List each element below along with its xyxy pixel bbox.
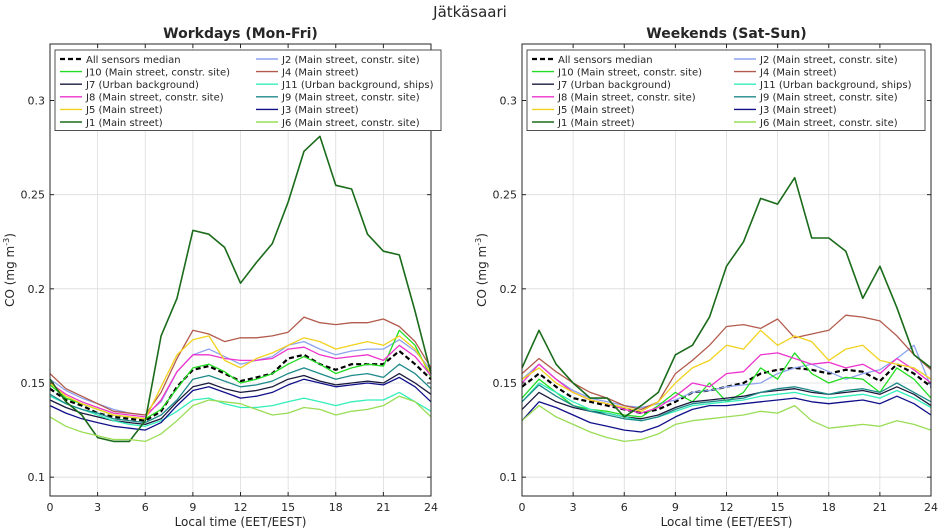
- workdays-ytick-label-2: 0.2: [28, 283, 46, 296]
- weekends-legend-label-7: J9 (Main street, constr. site): [759, 93, 898, 104]
- workdays-legend-label-3: J4 (Main street): [281, 67, 359, 78]
- workdays-legend-label-9: J3 (Main street): [281, 105, 359, 116]
- workdays-chart-panel: 0 3 6 9 12 15 18 21 24 0.1 0.15 0.2 0.25 0.3 Workdays …: [2, 26, 442, 529]
- workdays-legend-label-10: J1 (Main street): [85, 118, 163, 129]
- workdays-legend-label-0: All sensors median: [86, 55, 181, 66]
- weekends-xtick-label-3: 3: [570, 501, 577, 514]
- weekends-legend-label-6: J8 (Main street, constr. site): [557, 93, 696, 104]
- weekends-series-line-9: [521, 395, 932, 433]
- workdays-legend-label-6: J8 (Main street, constr. site): [85, 93, 224, 104]
- workdays-ytick-label-0: 0.1: [28, 471, 46, 484]
- workdays-ytick-label-1: 0.15: [21, 377, 46, 390]
- weekends-series-line-10: [521, 176, 932, 418]
- workdays-y-axis-label: CO (mg m-3): [2, 233, 17, 307]
- weekends-legend-label-11: J6 (Main street, constr. site): [759, 118, 898, 129]
- workdays-series-line-3: [49, 316, 432, 416]
- weekends-legend-label-8: J5 (Main street): [557, 105, 635, 116]
- workdays-legend-label-4: J7 (Urban background): [85, 80, 199, 91]
- weekends-ytick-label-0: 0.1: [500, 471, 518, 484]
- weekends-xtick-label-24: 24: [924, 501, 938, 514]
- weekends-series-line-5: [521, 382, 932, 422]
- weekends-ytick-label-3: 0.25: [493, 189, 518, 202]
- workdays-y-axis-label-close: ): [3, 233, 17, 238]
- workdays-xtick-label-3: 3: [94, 501, 101, 514]
- figure-title: Jätkäsaari: [432, 3, 507, 21]
- weekends-y-axis-label-close: ): [475, 233, 489, 238]
- weekends-legend-label-0: All sensors median: [558, 55, 653, 66]
- weekends-y-axis-label-sup: -3: [474, 238, 483, 246]
- workdays-series-line-8: [49, 335, 432, 420]
- workdays-xtick-label-21: 21: [376, 501, 390, 514]
- weekends-xtick-label-21: 21: [873, 501, 887, 514]
- weekends-legend-label-9: J3 (Main street): [759, 105, 837, 116]
- workdays-series-line-9: [49, 376, 432, 431]
- workdays-legend-box: [54, 49, 442, 131]
- workdays-ytick-label-3: 0.25: [21, 189, 46, 202]
- weekends-xtick-label-6: 6: [621, 501, 628, 514]
- weekends-legend-label-3: J4 (Main street): [759, 67, 837, 78]
- workdays-series-line-7: [49, 363, 432, 424]
- workdays-ytick-label-4: 0.3: [28, 95, 46, 108]
- weekends-ytick-label-4: 0.3: [500, 95, 518, 108]
- weekends-legend-label-1: J2 (Main street, constr. site): [759, 55, 898, 66]
- weekends-x-axis-label: Local time (EET/EEST): [661, 515, 793, 529]
- weekends-xtick-label-18: 18: [822, 501, 836, 514]
- workdays-y-axis-label-main: CO (mg m: [3, 246, 17, 307]
- workdays-xtick-label-15: 15: [281, 501, 295, 514]
- weekends-legend-label-2: J10 (Main street, constr. site): [557, 67, 702, 78]
- weekends-series-line-11: [521, 404, 932, 443]
- weekends-series-line-0: [521, 363, 932, 415]
- workdays-chart-title: Workdays (Mon-Fri): [163, 26, 318, 42]
- weekends-chart-panel: 0 3 6 9 12 15 18 21 24 0.1 0.15 0.2 0.25 0.3 Weekends …: [474, 26, 938, 529]
- workdays-legend-label-7: J9 (Main street, constr. site): [281, 93, 420, 104]
- workdays-series-line-6: [49, 344, 432, 418]
- workdays-y-axis-label-sup: -3: [2, 238, 11, 246]
- workdays-xtick-label-6: 6: [142, 501, 149, 514]
- workdays-series-line-10: [49, 135, 432, 443]
- workdays-x-axis-label: Local time (EET/EEST): [175, 515, 307, 529]
- workdays-xtick-label-0: 0: [47, 501, 54, 514]
- weekends-legend-label-4: J7 (Urban background): [557, 80, 671, 91]
- workdays-legend-label-8: J5 (Main street): [85, 105, 163, 116]
- workdays-xtick-label-9: 9: [189, 501, 196, 514]
- workdays-series-line-1: [49, 339, 432, 416]
- weekends-legend-label-5: J11 (Urban background, ships): [759, 80, 912, 91]
- workdays-xtick-label-24: 24: [424, 501, 438, 514]
- workdays-legend-label-2: J10 (Main street, constr. site): [85, 67, 230, 78]
- weekends-series-line-3: [521, 314, 932, 411]
- weekends-xtick-label-9: 9: [672, 501, 679, 514]
- weekends-xtick-label-0: 0: [519, 501, 526, 514]
- weekends-series-line-7: [521, 382, 932, 422]
- weekends-y-axis-label-main: CO (mg m: [475, 246, 489, 307]
- workdays-legend-label-1: J2 (Main street, constr. site): [281, 55, 420, 66]
- workdays-xtick-label-12: 12: [234, 501, 248, 514]
- weekends-chart-title: Weekends (Sat-Sun): [646, 26, 806, 42]
- weekends-xtick-label-12: 12: [720, 501, 734, 514]
- weekends-legend-box: [526, 49, 926, 131]
- workdays-xtick-label-18: 18: [329, 501, 343, 514]
- workdays-legend-label-5: J11 (Urban background, ships): [281, 80, 434, 91]
- workdays-series-line-11: [49, 395, 432, 443]
- weekends-ytick-label-2: 0.2: [500, 283, 518, 296]
- weekends-y-axis-label: CO (mg m-3): [474, 233, 489, 307]
- workdays-legend-label-11: J6 (Main street, constr. site): [281, 118, 420, 129]
- weekends-series-line-8: [521, 329, 932, 412]
- weekends-legend-label-10: J1 (Main street): [557, 118, 635, 129]
- weekends-ytick-label-1: 0.15: [493, 377, 518, 390]
- workdays-series-line-5: [49, 391, 432, 427]
- weekends-xtick-label-15: 15: [771, 501, 785, 514]
